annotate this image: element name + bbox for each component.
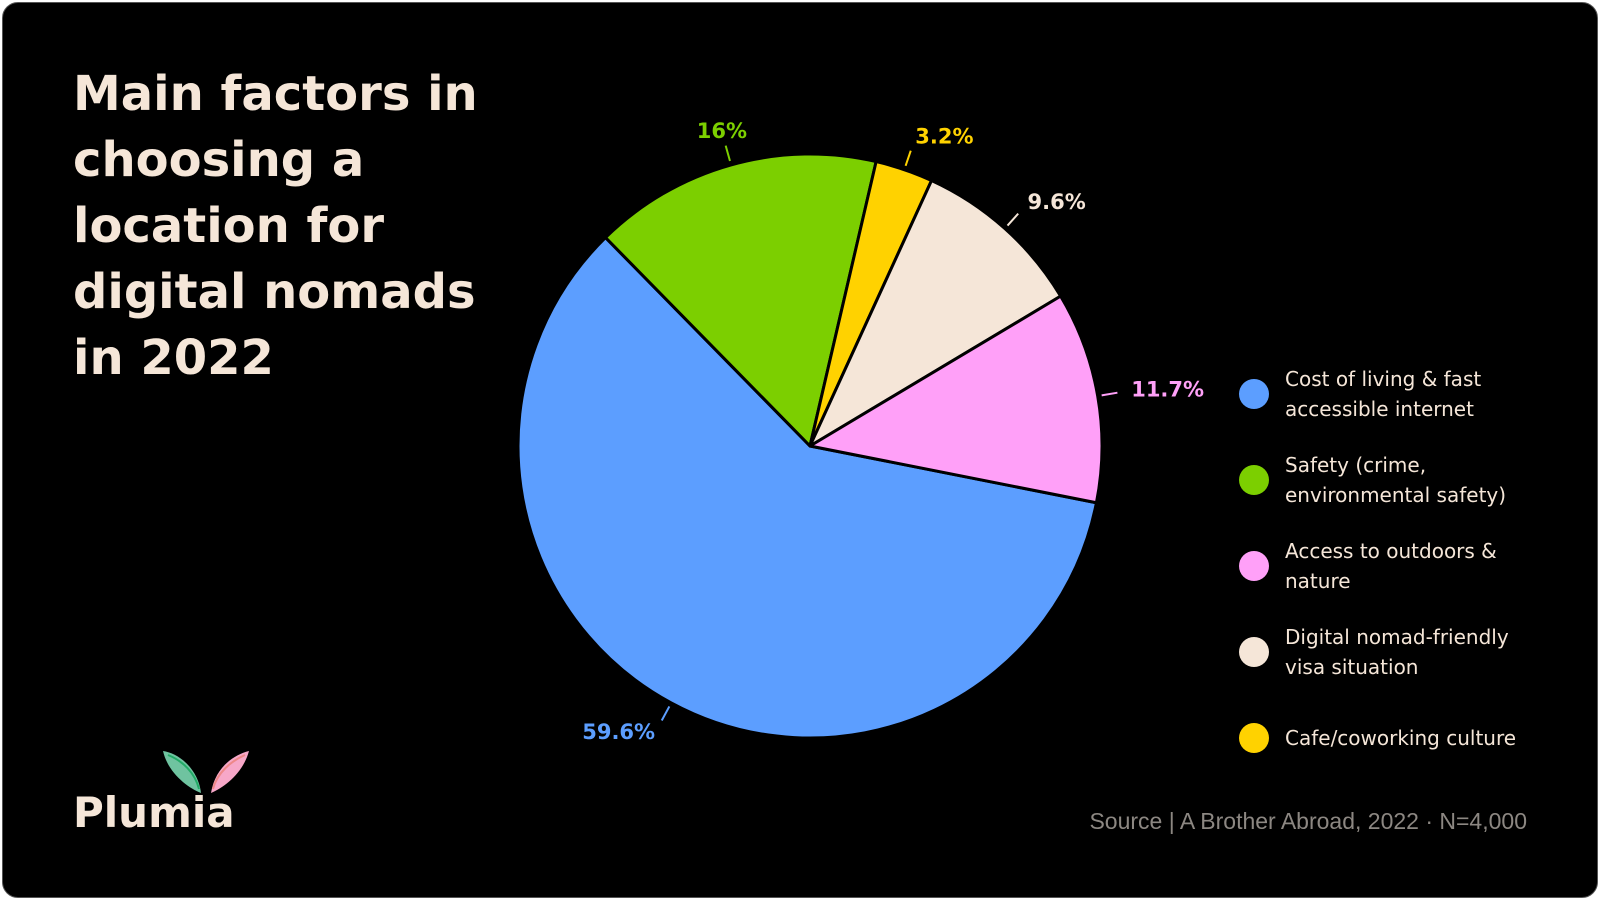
leader-line bbox=[1006, 212, 1019, 227]
legend-item: Digital nomad-friendly visa situation bbox=[1239, 609, 1555, 695]
leader-line bbox=[660, 705, 671, 721]
leader-line bbox=[724, 145, 731, 162]
chart-title: Main factors in choosing a location for … bbox=[73, 66, 478, 386]
legend-swatch bbox=[1239, 379, 1269, 409]
legend-label: Digital nomad-friendly visa situation bbox=[1285, 625, 1509, 679]
legend: Cost of living & fast accessible interne… bbox=[1239, 351, 1555, 781]
legend-label: Access to outdoors & nature bbox=[1285, 539, 1497, 593]
data-label: 11.7% bbox=[1131, 377, 1204, 401]
brand: Plumia bbox=[73, 788, 235, 837]
legend-item: Cost of living & fast accessible interne… bbox=[1239, 351, 1555, 437]
legend-item: Safety (crime, environmental safety) bbox=[1239, 437, 1555, 523]
legend-swatch bbox=[1239, 465, 1269, 495]
legend-swatch bbox=[1239, 551, 1269, 581]
data-label: 3.2% bbox=[915, 124, 973, 148]
legend-item: Access to outdoors & nature bbox=[1239, 523, 1555, 609]
legend-label: Cafe/coworking culture bbox=[1285, 726, 1517, 750]
legend-swatch bbox=[1239, 723, 1269, 753]
legend-item: Cafe/coworking culture bbox=[1239, 695, 1555, 781]
pie-slice bbox=[808, 294, 1104, 505]
leader-line bbox=[904, 150, 912, 167]
pie-slice bbox=[808, 178, 1063, 448]
leader-line bbox=[1101, 391, 1118, 397]
data-label: 9.6% bbox=[1028, 190, 1086, 214]
data-label: 59.6% bbox=[582, 720, 655, 744]
chart: 59.6% 16% 3.2% 9.6% 11.7% bbox=[163, 119, 1204, 793]
legend-label: Safety (crime, environmental safety) bbox=[1285, 453, 1507, 507]
data-label: 16% bbox=[697, 119, 747, 143]
legend-label: Cost of living & fast accessible interne… bbox=[1285, 367, 1482, 421]
pie-slice bbox=[604, 152, 878, 448]
pie-slice bbox=[516, 236, 1098, 740]
legend-swatch bbox=[1239, 637, 1269, 667]
logo-icon bbox=[163, 751, 249, 793]
source-note: Source | A Brother Abroad, 2022 · N=4,00… bbox=[1089, 808, 1527, 834]
